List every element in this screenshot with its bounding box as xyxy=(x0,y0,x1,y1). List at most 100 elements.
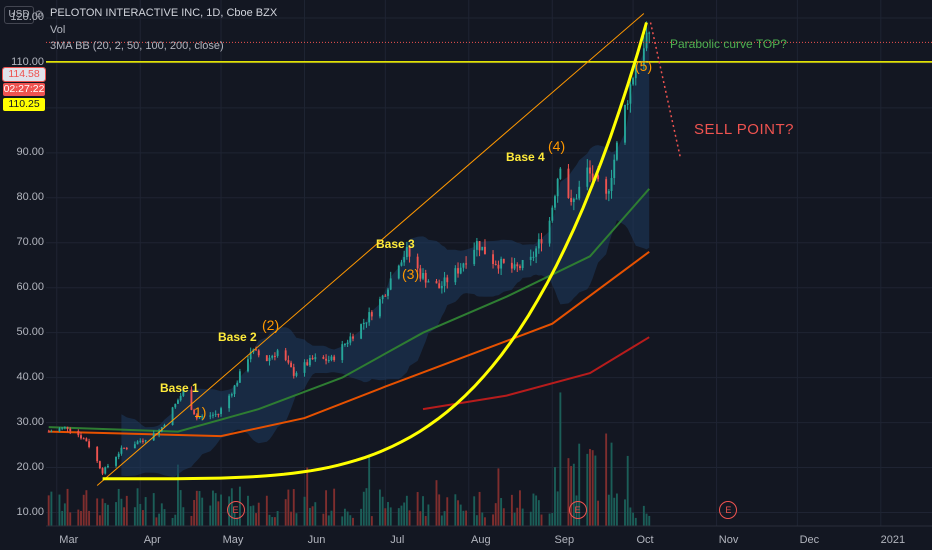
volume-bar xyxy=(193,499,196,526)
volume-bar xyxy=(529,511,532,526)
candle-body xyxy=(343,343,346,345)
indicator-legend[interactable]: 3MA BB (20, 2, 50, 100, 200, close) xyxy=(50,40,224,52)
volume-bar xyxy=(273,517,276,526)
volume-bar xyxy=(133,507,136,526)
parabolic-curve[interactable] xyxy=(102,22,648,481)
volume-bar xyxy=(177,464,179,526)
candle-body xyxy=(575,198,578,200)
volume-bar xyxy=(500,498,503,526)
candle-body xyxy=(80,435,82,439)
candle-body xyxy=(500,258,503,269)
volume-bar xyxy=(252,505,255,526)
earnings-marker[interactable]: E xyxy=(719,501,738,519)
volume-bar xyxy=(85,490,88,526)
candle-body xyxy=(532,256,535,258)
volume-bar xyxy=(513,512,516,526)
candle-body xyxy=(349,336,352,343)
volume-bar xyxy=(201,497,204,526)
candle-body xyxy=(624,104,626,143)
volume-bar xyxy=(532,493,535,526)
candle-body xyxy=(193,409,196,415)
volume-bar xyxy=(362,491,365,526)
moving-averages xyxy=(48,188,650,438)
candle-body xyxy=(271,355,274,358)
candle-body xyxy=(61,427,64,429)
volume-bar xyxy=(47,495,50,526)
volume-bar xyxy=(125,495,128,526)
candle-body xyxy=(551,207,554,221)
candle-body xyxy=(645,32,648,49)
volume-bar xyxy=(494,503,497,526)
x-tick-label: Nov xyxy=(718,534,739,546)
volume-bar xyxy=(537,500,540,526)
trendline[interactable] xyxy=(96,13,645,486)
candle-body xyxy=(648,32,651,34)
volume-bar xyxy=(642,505,645,526)
candle-body xyxy=(179,395,182,401)
volume-bar xyxy=(106,504,109,526)
volume-bar xyxy=(123,507,126,526)
ma200-line xyxy=(422,336,650,411)
candle-body xyxy=(58,428,61,432)
volume-bar xyxy=(435,480,438,526)
candle-body xyxy=(236,382,239,386)
candle-body xyxy=(540,239,543,244)
candle-body xyxy=(257,350,260,356)
gear-icon[interactable]: ⚙ xyxy=(34,9,44,21)
volume-bar xyxy=(306,467,309,526)
candle-body xyxy=(346,342,349,344)
base-4-label: Base 4 xyxy=(506,150,545,164)
volume-bar xyxy=(378,489,381,526)
volume-bar xyxy=(325,490,328,526)
candle-body xyxy=(327,360,330,362)
volume-bar xyxy=(182,507,185,526)
candle-body xyxy=(115,456,117,466)
x-tick-label: Sep xyxy=(554,534,575,546)
volume-bar xyxy=(492,514,494,526)
volume-bar xyxy=(521,508,524,526)
x-tick-label: Apr xyxy=(143,534,161,546)
volume-bar xyxy=(475,515,478,526)
candle-body xyxy=(529,256,532,260)
volume-bar xyxy=(268,514,271,526)
earnings-marker[interactable]: E xyxy=(226,501,245,519)
earnings-marker[interactable]: E xyxy=(568,501,587,519)
candle-body xyxy=(362,322,365,325)
volume-bar xyxy=(473,496,476,526)
volume-bar xyxy=(397,508,400,526)
candle-body xyxy=(438,283,441,289)
volume-bar xyxy=(570,466,573,526)
wave-4-label: (4) xyxy=(548,138,566,154)
candle-body xyxy=(233,385,236,395)
wave-5-label: (5) xyxy=(635,58,653,74)
volume-bar xyxy=(400,505,403,526)
volume-bar xyxy=(236,517,239,526)
volume-bar xyxy=(594,455,597,526)
y-tick-label: 20.00 xyxy=(16,460,44,473)
volume-legend[interactable]: Vol xyxy=(50,24,66,36)
volume-bar xyxy=(276,511,279,526)
volume-bar xyxy=(478,491,481,526)
candle-body xyxy=(325,358,328,361)
volume-bar xyxy=(212,490,214,526)
candle-body xyxy=(424,273,427,283)
candle-body xyxy=(389,278,392,290)
currency-label[interactable]: USD xyxy=(4,6,34,24)
volume-bar xyxy=(144,497,147,526)
candle-body xyxy=(484,246,486,255)
volume-bar xyxy=(82,494,85,526)
chart-title: PELOTON INTERACTIVE INC, 1D, Cboe BZX xyxy=(50,7,278,19)
candle-body xyxy=(123,447,126,449)
volume-bar xyxy=(615,493,618,526)
volume-bar xyxy=(88,510,91,526)
volume-bar xyxy=(343,508,346,526)
volume-bar xyxy=(446,497,449,526)
volume-bar xyxy=(322,513,325,526)
candle-body xyxy=(330,356,333,361)
candle-body xyxy=(537,239,540,249)
volume-bar xyxy=(80,511,82,526)
volume-bar xyxy=(58,494,61,526)
candle-body xyxy=(306,362,309,366)
candle-body xyxy=(519,266,521,269)
